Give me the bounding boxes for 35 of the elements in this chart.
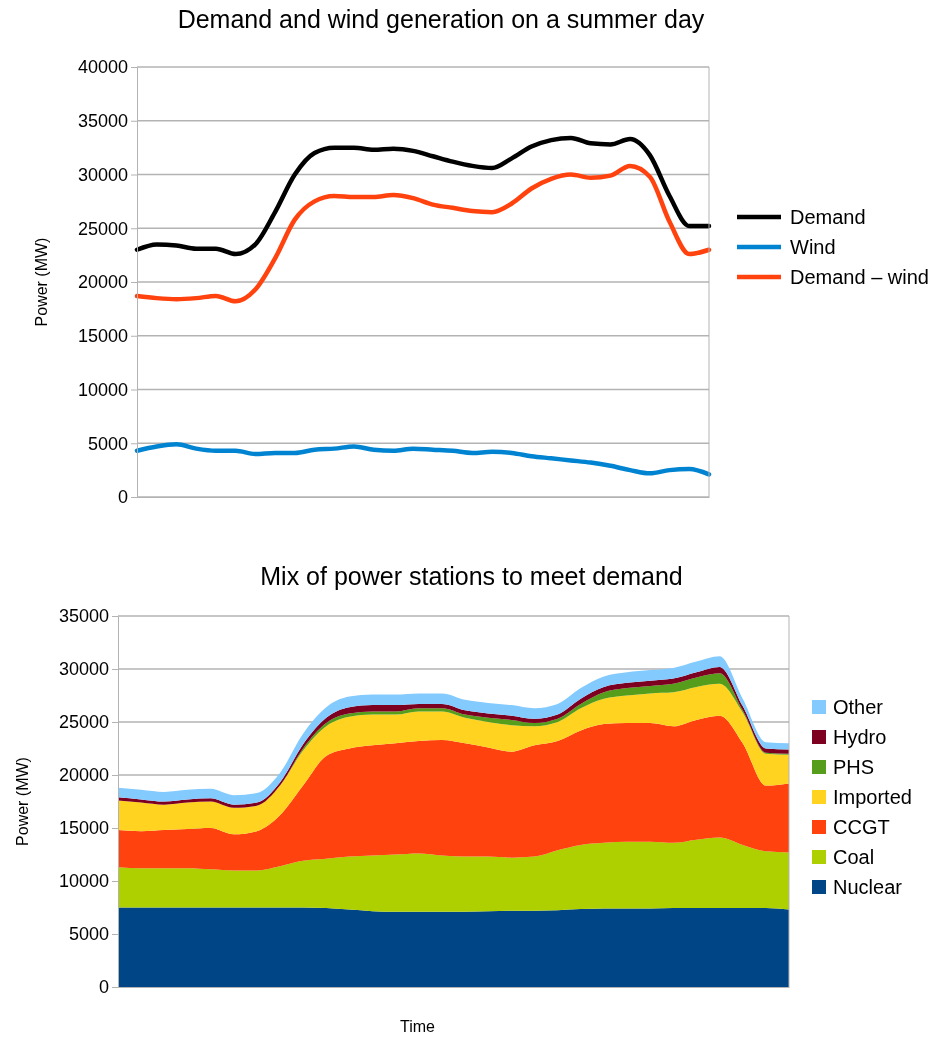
- x-axis-title: Time: [400, 1018, 436, 1035]
- y-tick-label: 5000: [68, 924, 109, 945]
- y-axis-title: Power (MW): [14, 757, 31, 846]
- line-series: [134, 135, 712, 257]
- y-tick-label: 30000: [58, 659, 109, 680]
- legend-label: Demand – wind: [790, 266, 929, 288]
- legend-label: Demand: [790, 206, 866, 228]
- y-tick-label: 0: [117, 487, 128, 508]
- legend-label: Coal: [833, 846, 875, 868]
- chart-title: Demand and wind generation on a summer day: [177, 5, 705, 33]
- y-tick-label: 35000: [77, 111, 128, 132]
- legend-label: Hydro: [833, 726, 887, 748]
- y-tick-label: 15000: [77, 326, 128, 347]
- y-tick-label: 25000: [58, 712, 109, 733]
- y-axis-title: Power (MW): [33, 237, 50, 327]
- chart-title: Mix of power stations to meet demand: [260, 562, 683, 590]
- legend-label: PHS: [833, 756, 875, 778]
- line-series: [134, 163, 712, 304]
- line-series: [134, 442, 712, 477]
- y-tick-label: 40000: [77, 57, 128, 78]
- y-tick-label: 5000: [87, 433, 128, 454]
- y-tick-label: 25000: [77, 218, 128, 239]
- y-tick-label: 30000: [77, 164, 128, 185]
- legend-label: Wind: [790, 236, 836, 258]
- y-tick-label: 0: [98, 977, 109, 998]
- legend-label: Other: [833, 696, 884, 718]
- y-tick-label: 20000: [58, 765, 109, 786]
- legend-label: Nuclear: [833, 876, 903, 898]
- y-tick-label: 10000: [58, 871, 109, 892]
- y-tick-label: 10000: [77, 379, 128, 400]
- y-tick-label: 35000: [58, 606, 109, 627]
- y-tick-label: 20000: [77, 272, 128, 293]
- legend-label: CCGT: [833, 816, 890, 838]
- legend-label: Imported: [833, 786, 912, 808]
- y-tick-label: 15000: [58, 818, 109, 839]
